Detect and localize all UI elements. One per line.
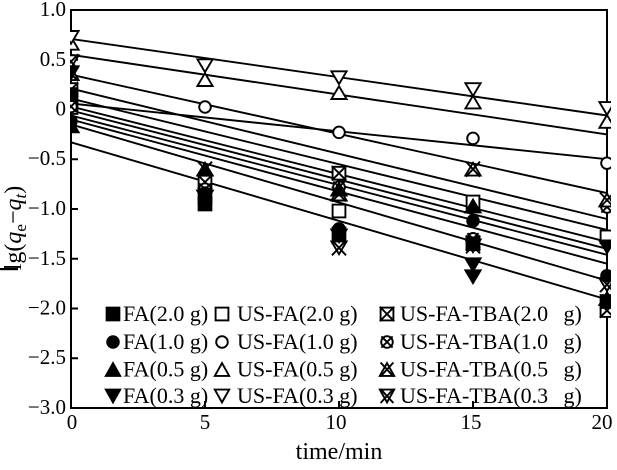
svg-text:20: 20 — [592, 410, 613, 434]
svg-text:FA(0.5 g): FA(0.5 g) — [123, 357, 208, 382]
svg-text:lg(qe−qt): lg(qe−qt) — [1, 186, 30, 271]
svg-text:−2.0: −2.0 — [28, 296, 66, 320]
svg-text:0: 0 — [67, 410, 78, 434]
svg-text:US-FA-TBA(0.5 g): US-FA-TBA(0.5 g) — [400, 357, 582, 382]
svg-text:US-FA(0.5 g): US-FA(0.5 g) — [237, 357, 358, 382]
svg-text:FA(2.0 g): FA(2.0 g) — [123, 301, 208, 326]
svg-text:0.5: 0.5 — [40, 47, 66, 71]
svg-text:US-FA-TBA(1.0 g): US-FA-TBA(1.0 g) — [400, 329, 582, 354]
svg-text:FA(0.3 g): FA(0.3 g) — [123, 383, 208, 408]
svg-text:US-FA(2.0 g): US-FA(2.0 g) — [237, 301, 358, 326]
svg-text:−3.0: −3.0 — [28, 395, 66, 419]
svg-text:−1.5: −1.5 — [28, 246, 66, 270]
svg-text:1.0: 1.0 — [40, 0, 66, 21]
svg-text:US-FA(1.0 g): US-FA(1.0 g) — [237, 329, 358, 354]
svg-text:15: 15 — [461, 410, 482, 434]
svg-text:10: 10 — [326, 410, 347, 434]
svg-text:US-FA-TBA(2.0 g): US-FA-TBA(2.0 g) — [400, 301, 582, 326]
svg-text:5: 5 — [200, 410, 211, 434]
svg-text:US-FA-TBA(0.3 g): US-FA-TBA(0.3 g) — [400, 383, 582, 408]
svg-text:−1.0: −1.0 — [28, 196, 66, 220]
svg-text:0: 0 — [56, 97, 67, 121]
svg-text:FA(1.0 g): FA(1.0 g) — [123, 329, 208, 354]
svg-text:−0.5: −0.5 — [28, 146, 66, 170]
svg-text:US-FA(0.3 g): US-FA(0.3 g) — [237, 383, 358, 408]
svg-text:−2.5: −2.5 — [28, 345, 66, 369]
svg-text:time/min: time/min — [296, 439, 383, 465]
